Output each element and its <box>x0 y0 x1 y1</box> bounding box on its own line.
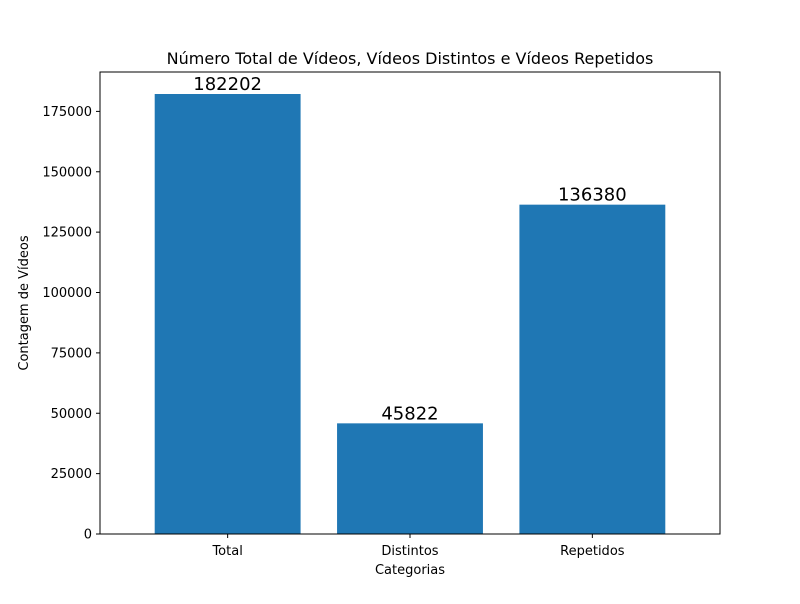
y-axis-label: Contagem de Vídeos <box>17 235 32 370</box>
y-tick-label: 50000 <box>51 407 92 422</box>
x-tick-label-total: Total <box>211 544 242 559</box>
y-tick-label: 125000 <box>42 226 92 241</box>
bar-repetidos <box>519 204 666 535</box>
bars-layer <box>154 93 666 535</box>
bar-distintos <box>337 423 483 534</box>
y-tick-label: 175000 <box>42 105 92 120</box>
y-tick-label: 75000 <box>51 346 92 361</box>
y-tick-label: 0 <box>84 528 92 543</box>
x-axis-ticks: Total Distintos Repetidos <box>211 534 625 559</box>
data-label-total: 182202 <box>193 74 262 95</box>
x-tick-label-distintos: Distintos <box>381 544 438 559</box>
y-tick-label: 150000 <box>42 165 92 180</box>
data-label-distintos: 45822 <box>381 403 438 424</box>
y-tick-label: 25000 <box>51 467 92 482</box>
bar-total <box>154 93 301 535</box>
data-labels: 182202 45822 136380 <box>193 74 626 424</box>
y-axis-ticks: 0 25000 50000 75000 100000 125000 150000 175000 <box>42 105 100 543</box>
x-tick-label-repetidos: Repetidos <box>560 544 625 559</box>
data-label-repetidos: 136380 <box>558 185 627 206</box>
x-axis-label: Categorias <box>375 563 445 578</box>
plot-frame <box>99 71 721 535</box>
chart-title: Número Total de Vídeos, Vídeos Distintos… <box>167 49 654 68</box>
y-tick-label: 100000 <box>42 286 92 301</box>
